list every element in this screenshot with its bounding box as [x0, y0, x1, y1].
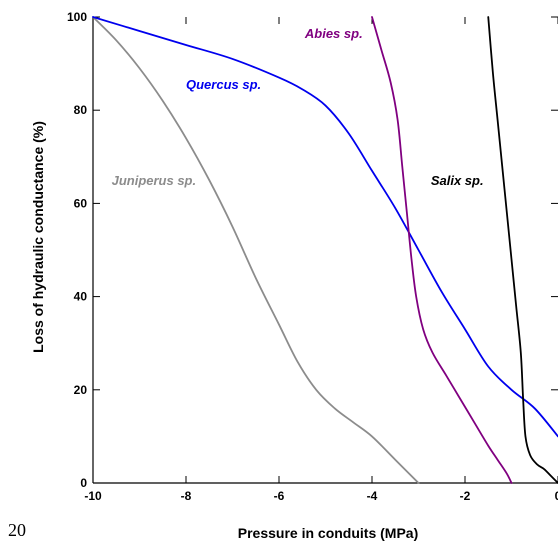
series-line-salix-sp [487, 16, 558, 484]
series-labels: Juniperus sp. Quercus sp. Abies sp. Salix s… [112, 26, 484, 188]
series-line-quercus-sp [92, 16, 558, 438]
y-tick-label: 100 [67, 10, 87, 24]
page-number: 20 [8, 520, 26, 540]
series-lines [92, 16, 558, 484]
series-label-juniperus-sp: Juniperus sp. [112, 173, 197, 188]
y-tick-label: 40 [74, 290, 88, 304]
y-tick-label: 80 [74, 103, 88, 117]
y-tick-label: 60 [74, 196, 88, 210]
series-label-quercus-sp: Quercus sp. [186, 77, 261, 92]
series-line-abies-sp [371, 16, 513, 484]
y-tick-label: 0 [80, 476, 87, 490]
axis-ticks [92, 16, 558, 484]
tick-labels: 0 20 40 60 80 100 -10 -8 -6 -4 -2 0 [67, 10, 558, 503]
x-tick-label: -10 [84, 489, 102, 503]
x-tick-label: -8 [181, 489, 192, 503]
series-label-salix-sp: Salix sp. [431, 173, 484, 188]
x-tick-label: -4 [367, 489, 378, 503]
plot-frame [92, 17, 558, 484]
y-tick-label: 20 [74, 383, 88, 397]
y-axis-title: Loss of hydraulic conductance (%) [30, 121, 46, 353]
x-tick-label: -2 [460, 489, 471, 503]
x-tick-label: -6 [274, 489, 285, 503]
series-label-abies-sp: Abies sp. [304, 26, 363, 41]
x-axis-title: Pressure in conduits (MPa) [238, 525, 418, 541]
x-tick-label: 0 [555, 489, 558, 503]
series-line-juniperus-sp [92, 16, 420, 484]
